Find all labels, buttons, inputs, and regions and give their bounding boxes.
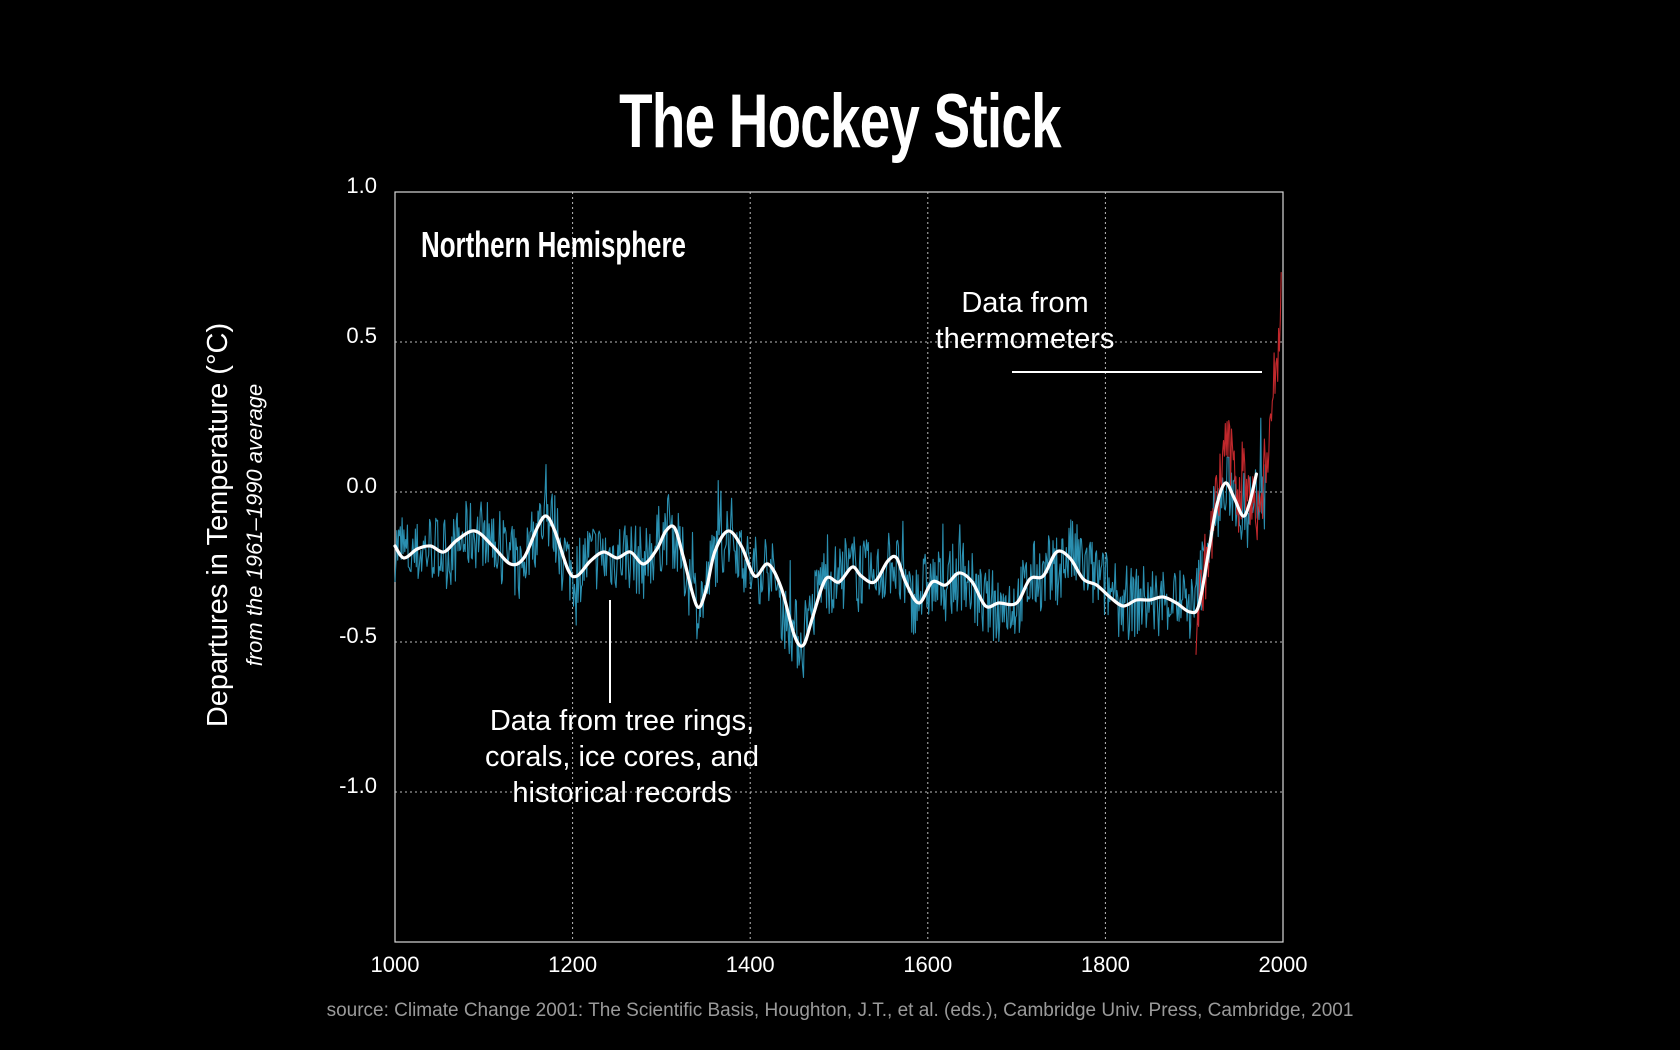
y-tick-label: -1.0 — [339, 773, 377, 798]
thermo-annotation-line-1: Data from — [961, 287, 1088, 319]
source-citation: source: Climate Change 2001: The Scienti… — [326, 1000, 1354, 1021]
series-layer — [393, 272, 1282, 679]
y-tick-label: 1.0 — [346, 173, 377, 198]
x-tick-label: 1000 — [371, 952, 420, 977]
proxy-annotation: Data from tree rings, corals, ice cores,… — [485, 600, 759, 809]
smoothed-series-line — [393, 472, 1258, 648]
x-tick-label: 2000 — [1259, 952, 1308, 977]
x-tick-label: 1800 — [1081, 952, 1130, 977]
proxy-series-line — [394, 417, 1266, 679]
x-tick-label: 1400 — [726, 952, 775, 977]
proxy-annotation-line-2: corals, ice cores, and — [485, 741, 759, 773]
x-tick-label: 1600 — [903, 952, 952, 977]
y-axis-label: Departures in Temperature (°C) — [202, 323, 234, 727]
thermometer-series-line — [1195, 272, 1282, 655]
region-label: Northern Hemisphere — [421, 225, 686, 265]
y-tick-label: 0.0 — [346, 473, 377, 498]
proxy-annotation-line-1: Data from tree rings, — [490, 705, 754, 737]
tick-labels: 1000 1200 1400 1600 1800 2000 1.0 0.5 0.0 -0.5 -1.… — [339, 173, 1307, 977]
x-tick-label: 1200 — [548, 952, 597, 977]
proxy-annotation-line-3: historical records — [512, 777, 731, 809]
thermometer-annotation: Data from thermometers — [936, 287, 1262, 373]
y-tick-label: 0.5 — [346, 323, 377, 348]
chart-title: The Hockey Stick — [619, 79, 1061, 164]
thermo-annotation-line-2: thermometers — [936, 323, 1115, 355]
plot-frame — [394, 191, 1284, 943]
y-axis-sublabel: from the 1961–1990 average — [242, 384, 267, 667]
y-tick-label: -0.5 — [339, 623, 377, 648]
